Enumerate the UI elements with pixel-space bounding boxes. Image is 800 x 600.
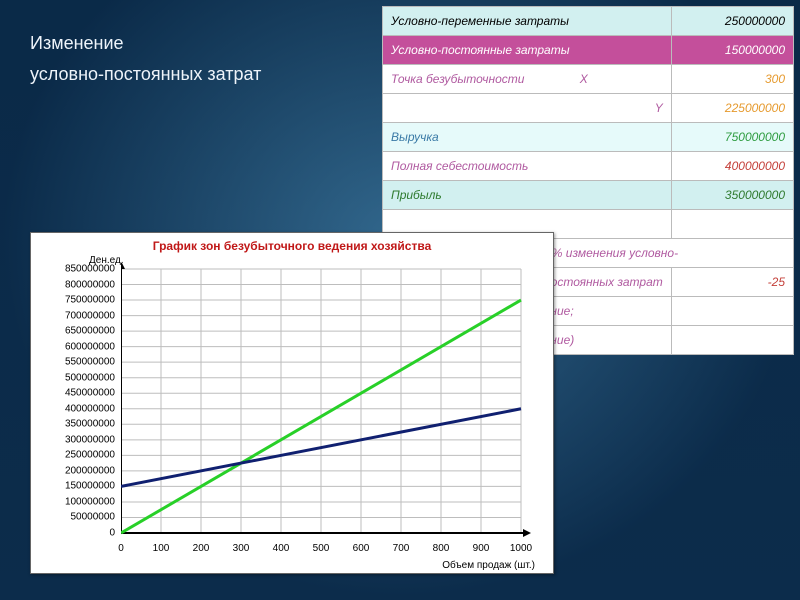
- title-line-1: Изменение: [30, 33, 124, 53]
- cell-label: Условно-переменные затраты: [383, 7, 672, 36]
- slide-title: Изменение условно-постоянных затрат: [30, 28, 360, 89]
- cell-value: 225000000: [671, 94, 793, 123]
- chart-plot: [121, 263, 531, 539]
- cell-value: 300: [671, 65, 793, 94]
- cell-label: Условно-постоянные затраты: [383, 36, 672, 65]
- cell-label: Точка безубыточности X: [383, 65, 672, 94]
- title-line-2: условно-постоянных затрат: [30, 64, 261, 84]
- row-profit: Прибыль 350000000: [383, 181, 794, 210]
- cell-label: Выручка: [383, 123, 672, 152]
- cell-value: 750000000: [671, 123, 793, 152]
- row-fixed-costs: Условно-постоянные затраты 150000000: [383, 36, 794, 65]
- cell-label: Прибыль: [383, 181, 672, 210]
- chart-title: График зон безубыточного ведения хозяйст…: [31, 233, 553, 255]
- x-tick-labels: 01002003004005006007008009001000: [121, 543, 531, 559]
- row-breakeven-x: Точка безубыточности X 300: [383, 65, 794, 94]
- cell-value: 150000000: [671, 36, 793, 65]
- cell-value: 350000000: [671, 181, 793, 210]
- breakeven-chart: График зон безубыточного ведения хозяйст…: [30, 232, 554, 574]
- cell-value[interactable]: -25: [671, 268, 793, 297]
- row-total-cost: Полная себестоимость 400000000: [383, 152, 794, 181]
- row-breakeven-y: Y 225000000: [383, 94, 794, 123]
- cell-value: 250000000: [671, 7, 793, 36]
- cell-label: Полная себестоимость: [383, 152, 672, 181]
- x-axis-label: Объем продаж (шт.): [442, 560, 535, 571]
- cell-label: Y: [383, 94, 672, 123]
- row-revenue: Выручка 750000000: [383, 123, 794, 152]
- y-tick-labels: 0500000001000000001500000002000000002500…: [31, 263, 117, 533]
- cell-value: 400000000: [671, 152, 793, 181]
- row-variable-costs: Условно-переменные затраты 250000000: [383, 7, 794, 36]
